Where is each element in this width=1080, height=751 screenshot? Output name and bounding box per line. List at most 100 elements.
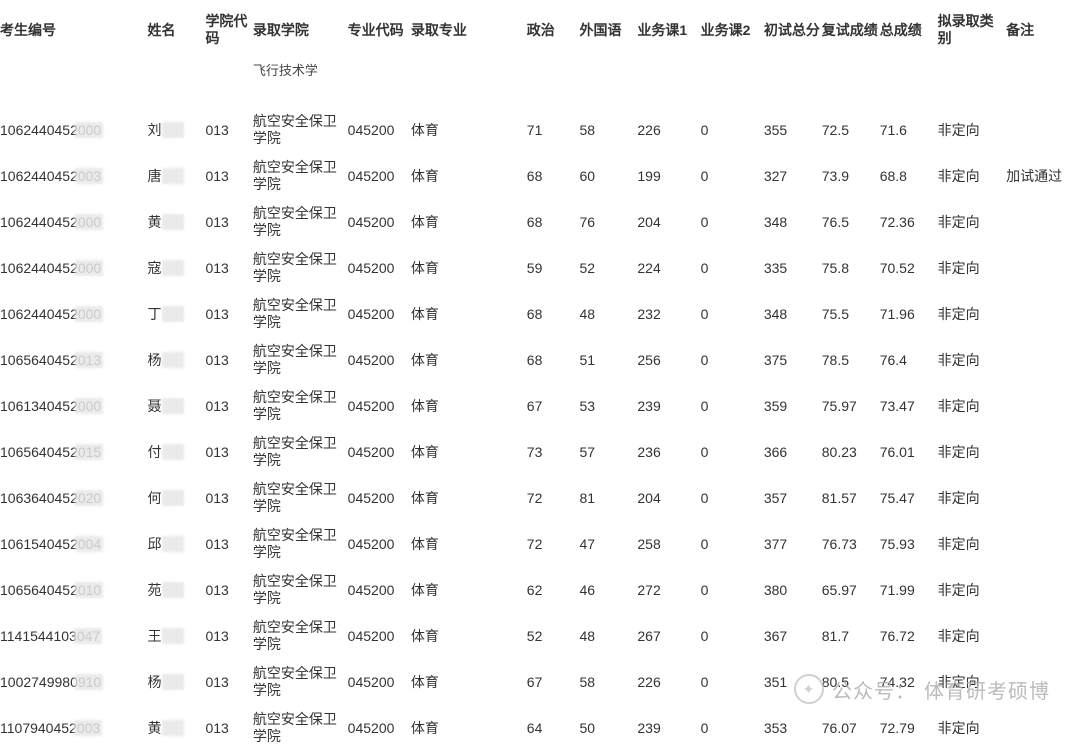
cell-major: 体育 [411, 475, 527, 521]
cell-note [1006, 199, 1080, 245]
cell-sum1: 348 [764, 291, 822, 337]
cell-id: 1002749980910 [0, 659, 148, 705]
col-sum1: 初试总分 [764, 0, 822, 60]
cell-foreign: 81 [579, 475, 637, 521]
cell-sum1: 353 [764, 705, 822, 751]
cell-college-code: 013 [205, 567, 252, 613]
table-subheader-row: 飞行技术学 [0, 60, 1080, 79]
cell-sum1: 357 [764, 475, 822, 521]
table-row: 1062440452003唐 013航空安全保卫学院045200体育686019… [0, 153, 1080, 199]
cell-foreign: 50 [579, 705, 637, 751]
cell-biz1: 199 [637, 153, 700, 199]
cell-note [1006, 383, 1080, 429]
table-row: 1065640452015付 013航空安全保卫学院045200体育735723… [0, 429, 1080, 475]
cell-total: 74.32 [880, 659, 938, 705]
cell-politics: 62 [527, 567, 580, 613]
cell-total: 71.96 [880, 291, 938, 337]
cell-sum2: 80.23 [822, 429, 880, 475]
table-row: 1062440452000丁 013航空安全保卫学院045200体育684823… [0, 291, 1080, 337]
cell-college: 航空安全保卫学院 [253, 291, 348, 337]
cell-biz2: 0 [701, 475, 764, 521]
cell-id: 1141544103047 [0, 613, 148, 659]
col-total: 总成绩 [880, 0, 938, 60]
cell-type: 非定向 [938, 429, 1006, 475]
cell-biz2: 0 [701, 107, 764, 153]
cell-college: 航空安全保卫学院 [253, 567, 348, 613]
cell-major-code: 045200 [348, 199, 411, 245]
cell-politics: 68 [527, 153, 580, 199]
cell-sum1: 335 [764, 245, 822, 291]
cell-sum2: 81.7 [822, 613, 880, 659]
cell-college: 航空安全保卫学院 [253, 337, 348, 383]
cell-sum2: 76.5 [822, 199, 880, 245]
cell-note [1006, 521, 1080, 567]
cell-note [1006, 429, 1080, 475]
cell-biz1: 256 [637, 337, 700, 383]
cell-id: 1062440452000 [0, 199, 148, 245]
cell-major-code: 045200 [348, 383, 411, 429]
cell-id: 1065640452015 [0, 429, 148, 475]
table-row: 1061340452000聂 013航空安全保卫学院045200体育675323… [0, 383, 1080, 429]
col-college-code: 学院代码 [205, 0, 252, 60]
cell-foreign: 51 [579, 337, 637, 383]
cell-sum2: 75.5 [822, 291, 880, 337]
cell-biz2: 0 [701, 337, 764, 383]
cell-sum2: 80.5 [822, 659, 880, 705]
cell-note [1006, 567, 1080, 613]
table-row: 1107940452003黄 013航空安全保卫学院045200体育645023… [0, 705, 1080, 751]
cell-total: 76.4 [880, 337, 938, 383]
cell-name: 苑 [148, 567, 206, 613]
cell-college: 航空安全保卫学院 [253, 475, 348, 521]
cell-politics: 67 [527, 383, 580, 429]
cell-sum2: 72.5 [822, 107, 880, 153]
cell-biz1: 239 [637, 705, 700, 751]
cell-major-code: 045200 [348, 291, 411, 337]
col-type: 拟录取类别 [938, 0, 1006, 60]
table-row: 1063640452020何 013航空安全保卫学院045200体育728120… [0, 475, 1080, 521]
cell-type: 非定向 [938, 245, 1006, 291]
cell-college: 航空安全保卫学院 [253, 245, 348, 291]
cell-foreign: 47 [579, 521, 637, 567]
cell-college: 航空安全保卫学院 [253, 153, 348, 199]
cell-total: 75.93 [880, 521, 938, 567]
cell-biz2: 0 [701, 567, 764, 613]
cell-note [1006, 659, 1080, 705]
cell-sum1: 380 [764, 567, 822, 613]
cell-major: 体育 [411, 199, 527, 245]
cell-college: 航空安全保卫学院 [253, 383, 348, 429]
cell-major-code: 045200 [348, 337, 411, 383]
cell-sum1: 375 [764, 337, 822, 383]
cell-major-code: 045200 [348, 475, 411, 521]
cell-total: 76.01 [880, 429, 938, 475]
cell-note [1006, 475, 1080, 521]
cell-name: 黄 [148, 199, 206, 245]
cell-major-code: 045200 [348, 245, 411, 291]
cell-politics: 72 [527, 521, 580, 567]
cell-biz1: 236 [637, 429, 700, 475]
cell-sum1: 355 [764, 107, 822, 153]
cell-major: 体育 [411, 567, 527, 613]
table-row: 1065640452013杨 013航空安全保卫学院045200体育685125… [0, 337, 1080, 383]
cell-college: 航空安全保卫学院 [253, 659, 348, 705]
cell-name: 王 [148, 613, 206, 659]
cell-major: 体育 [411, 429, 527, 475]
cell-total: 75.47 [880, 475, 938, 521]
cell-note [1006, 337, 1080, 383]
cell-type: 非定向 [938, 153, 1006, 199]
cell-type: 非定向 [938, 705, 1006, 751]
cell-college-code: 013 [205, 613, 252, 659]
cell-foreign: 48 [579, 613, 637, 659]
cell-major: 体育 [411, 383, 527, 429]
cell-foreign: 57 [579, 429, 637, 475]
cell-id: 1065640452010 [0, 567, 148, 613]
cell-total: 73.47 [880, 383, 938, 429]
cell-total: 70.52 [880, 245, 938, 291]
cell-foreign: 46 [579, 567, 637, 613]
cell-id: 1063640452020 [0, 475, 148, 521]
cell-college-code: 013 [205, 659, 252, 705]
table-row: 1141544103047王 013航空安全保卫学院045200体育524826… [0, 613, 1080, 659]
cell-id: 1107940452003 [0, 705, 148, 751]
cell-note [1006, 107, 1080, 153]
cell-note [1006, 291, 1080, 337]
cell-type: 非定向 [938, 107, 1006, 153]
